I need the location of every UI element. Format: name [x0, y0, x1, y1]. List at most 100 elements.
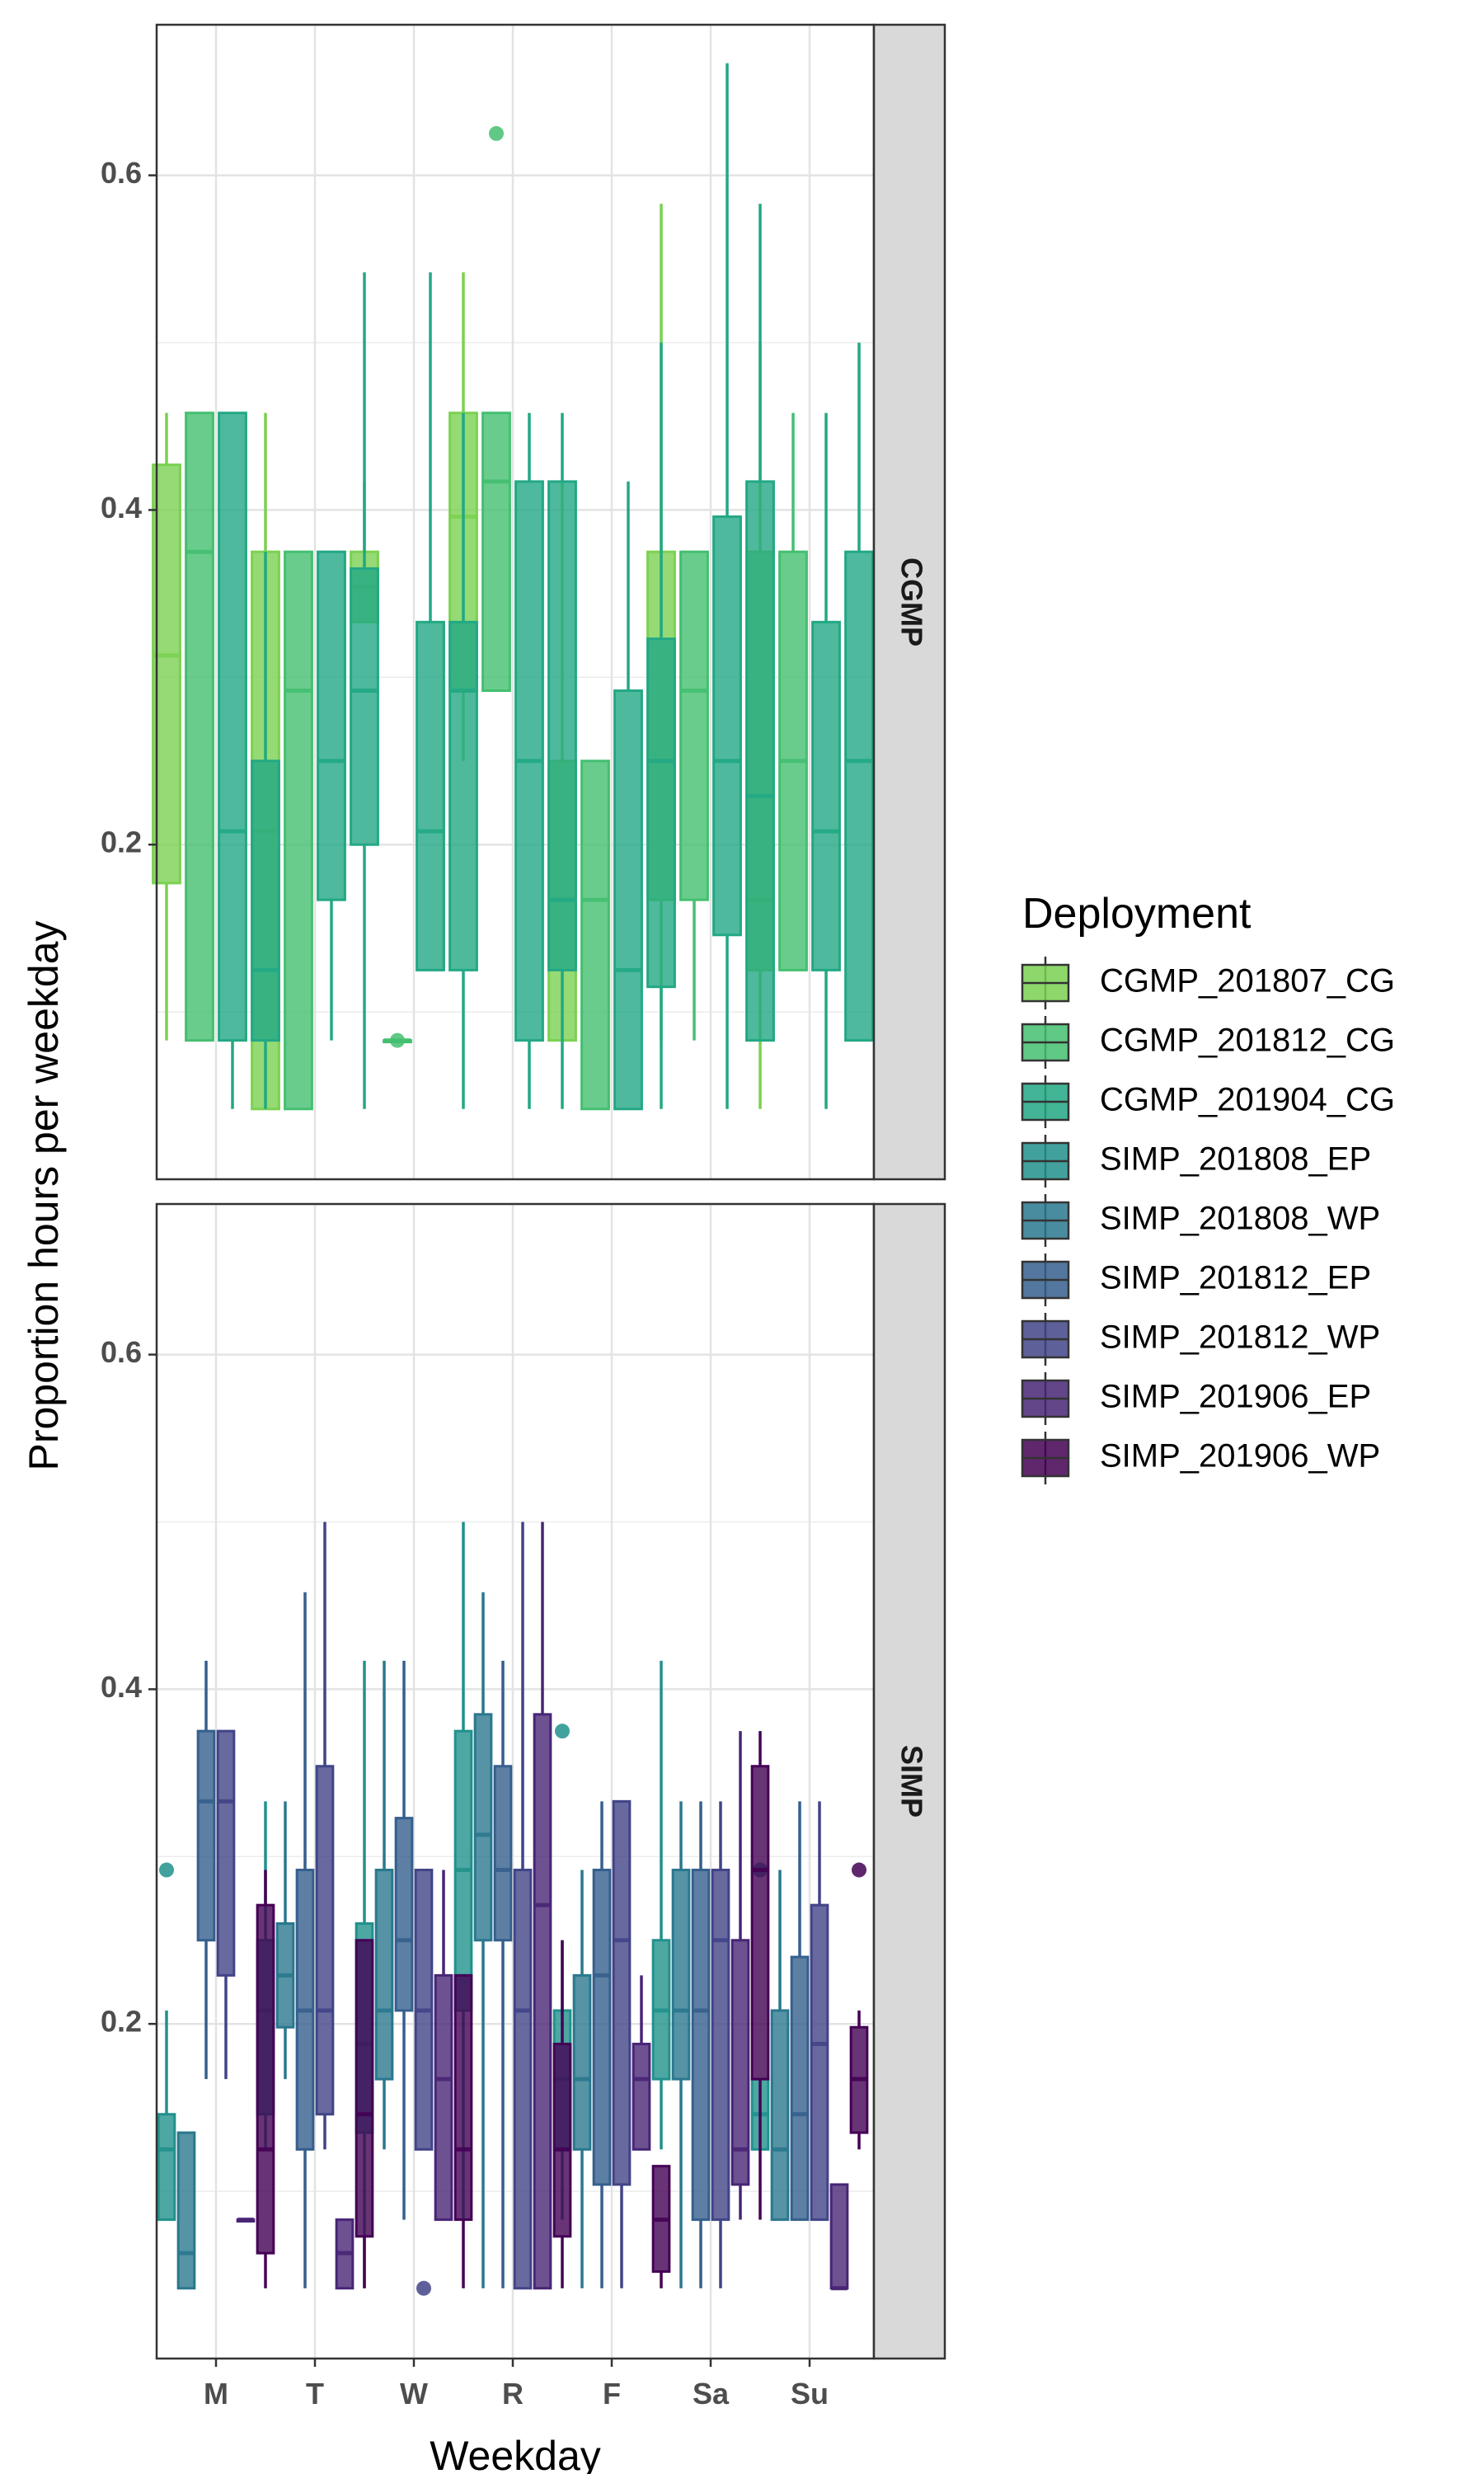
cgmp-box-cgmp-201812-cg-w-outlier [390, 1032, 405, 1048]
cgmp-box-cgmp-201812-cg-sa [679, 550, 709, 1041]
simp-y-tick-label: 0.2 [101, 2005, 142, 2039]
panel-cgmp: 0.2 0.4 0.6 CGMP [101, 23, 946, 1181]
cgmp-box-cgmp-201904-cg-b-sa-iqr [745, 480, 775, 1042]
legend-label-cgmp-201807-cg: CGMP_201807_CG [1100, 963, 1395, 999]
cgmp-box-cgmp-201904-cg-b-sa [745, 204, 775, 1042]
cgmp-box-cgmp-201904-cg-sa [712, 63, 742, 1109]
simp-box-simp-201812-wp-m [216, 1729, 236, 2080]
legend-item-simp-201812-wp: SIMP_201812_WP [1021, 1313, 1380, 1366]
simp-box-simp-201906-ep-w [434, 1870, 453, 2222]
cgmp-box-cgmp-201812-cg-r-iqr [481, 412, 511, 693]
legend-item-simp-201906-wp: SIMP_201906_WP [1021, 1432, 1380, 1484]
cgmp-box-cgmp-201904-cg-b-r-iqr [547, 480, 577, 971]
simp-box-simp-201812-ep-sa-iqr [691, 1869, 711, 2222]
simp-box-simp-201808-wp-m [176, 2131, 196, 2290]
simp-box-simp-201812-ep-sa [691, 1801, 711, 2288]
simp-box-simp-201812-wp-su [810, 1801, 829, 2222]
cgmp-box-cgmp-201904-cg-w [416, 272, 445, 971]
cgmp-box-cgmp-201904-cg-t [317, 550, 346, 1041]
simp-y-tick-label: 0.4 [101, 1670, 142, 1704]
simp-box-simp-201808-wp-sa-iqr [671, 1869, 691, 2081]
cgmp-box-cgmp-201812-cg-m-iqr [185, 412, 214, 1042]
simp-box-simp-201906-ep-m [236, 2218, 256, 2223]
cgmp-box-cgmp-201904-cg-b-t-iqr [350, 567, 379, 846]
cgmp-box-cgmp-201812-cg-r-outlier [489, 125, 504, 141]
simp-box-simp-201906-ep-su-iqr [829, 2183, 849, 2290]
cgmp-y-tick-label: 0.6 [101, 156, 142, 190]
simp-box-simp-201906-wp-w-iqr [453, 1973, 473, 2222]
simp-box-simp-201812-wp-t [315, 1522, 335, 2150]
x-tick-label-su: Su [791, 2377, 829, 2411]
legend-label-cgmp-201812-cg: CGMP_201812_CG [1100, 1023, 1395, 1059]
simp-box-simp-201906-wp-t [355, 1939, 374, 2288]
cgmp-box-cgmp-201904-cg-t-iqr [317, 550, 346, 901]
cgmp-box-cgmp-201904-cg-m [218, 412, 247, 1109]
simp-box-simp-201906-ep-t [335, 2218, 355, 2290]
simp-box-simp-201812-ep-m-iqr [196, 1729, 216, 1942]
simp-box-simp-201906-ep-su [829, 2183, 849, 2291]
simp-box-simp-201808-ep-m-outlier [159, 1862, 174, 1878]
simp-box-simp-201808-ep-sa [651, 1660, 671, 2150]
cgmp-box-cgmp-201904-cg-b-m-iqr [251, 760, 280, 1042]
strip-cgmp [872, 23, 946, 1181]
cgmp-box-cgmp-201904-cg-b-m [251, 552, 280, 1109]
simp-box-simp-201906-wp-r [552, 1940, 572, 2288]
simp-box-simp-201906-ep-sa [730, 1731, 750, 2220]
simp-box-simp-201808-wp-f-iqr [572, 1973, 592, 2151]
legend-label-simp-201808-wp: SIMP_201808_WP [1100, 1201, 1380, 1237]
panel-cgmp-y-axis: 0.2 0.4 0.6 [101, 156, 157, 859]
simp-box-simp-201906-wp-sa [750, 1731, 770, 2220]
cgmp-y-tick-label: 0.4 [101, 491, 142, 524]
legend-item-cgmp-201807-cg: CGMP_201807_CG [1021, 957, 1395, 1009]
cgmp-box-cgmp-201812-cg-sa-iqr [679, 550, 709, 901]
x-tick-label-f: F [603, 2377, 621, 2411]
legend-label-cgmp-201904-cg: CGMP_201904_CG [1100, 1082, 1395, 1118]
simp-box-simp-201906-wp-su-outlier [852, 1862, 866, 1878]
simp-box-simp-201812-wp-w [414, 1869, 434, 2296]
simp-box-simp-201808-wp-su-iqr [770, 2009, 790, 2222]
simp-box-simp-201906-wp-r-iqr [552, 2043, 572, 2238]
simp-box-simp-201808-wp-r-iqr [473, 1713, 493, 1942]
cgmp-box-cgmp-201904-cg-f [613, 481, 643, 1111]
simp-box-simp-201906-wp-t-iqr [355, 1939, 374, 2238]
simp-box-simp-201906-ep-r-iqr [533, 1713, 552, 2290]
x-tick-label-m: M [204, 2377, 228, 2411]
simp-box-simp-201812-ep-t [295, 1592, 315, 2288]
x-tick-label-w: W [400, 2377, 428, 2411]
simp-box-simp-201808-wp-t [275, 1801, 295, 2080]
legend-item-simp-201812-ep: SIMP_201812_EP [1021, 1253, 1371, 1306]
simp-box-simp-201906-wp-su [849, 1862, 869, 2150]
simp-box-simp-201812-wp-r-iqr [513, 1869, 533, 2290]
cgmp-box-cgmp-201812-cg-f-iqr [580, 760, 610, 1111]
simp-box-simp-201812-ep-m [196, 1660, 216, 2080]
cgmp-box-cgmp-201904-cg-b-r [547, 412, 577, 1109]
cgmp-y-tick-label: 0.2 [101, 825, 142, 859]
legend-label-simp-201812-wp: SIMP_201812_WP [1100, 1319, 1380, 1356]
strip-simp [872, 1202, 946, 2360]
simp-box-simp-201808-ep-f-outlier [555, 1724, 570, 1739]
legend-label-simp-201808-ep: SIMP_201808_EP [1100, 1141, 1371, 1178]
cgmp-box-cgmp-201904-cg-m-iqr [218, 412, 247, 1042]
y-axis-title: Proportion hours per weekday [21, 920, 67, 1470]
simp-box-simp-201812-wp-w-outlier [416, 2280, 431, 2296]
simp-box-simp-201812-ep-w [394, 1660, 414, 2220]
simp-box-simp-201906-ep-sa-iqr [730, 1939, 750, 2186]
cgmp-box-cgmp-201904-cg-b-su-iqr [844, 550, 874, 1042]
cgmp-box-cgmp-201812-cg-t [284, 550, 313, 1111]
simp-box-simp-201812-wp-su-iqr [810, 1903, 829, 2222]
legend-label-simp-201906-ep: SIMP_201906_EP [1100, 1379, 1371, 1415]
simp-box-simp-201812-ep-su-iqr [790, 1955, 810, 2222]
panel-simp-y-axis: 0.2 0.4 0.6 [101, 1335, 157, 2039]
panel-simp: 0.2 0.4 0.6 SIMP [101, 1202, 946, 2360]
legend-label-simp-201906-wp: SIMP_201906_WP [1100, 1438, 1380, 1475]
simp-box-simp-201812-ep-r-iqr [493, 1765, 513, 1942]
legend-items: CGMP_201807_CG CGMP_201812_CG CGMP_201904_… [1021, 957, 1395, 1484]
legend-item-simp-201808-wp: SIMP_201808_WP [1021, 1194, 1380, 1247]
simp-box-simp-201906-wp-m [256, 1870, 275, 2288]
simp-box-simp-201906-ep-f [632, 1975, 651, 2151]
simp-box-simp-201812-ep-w-iqr [394, 1817, 414, 2012]
legend-title: Deployment [1022, 890, 1252, 938]
cgmp-box-cgmp-201904-cg-b-t [350, 272, 379, 1109]
cgmp-box-cgmp-201904-cg-b-su [844, 342, 874, 1042]
